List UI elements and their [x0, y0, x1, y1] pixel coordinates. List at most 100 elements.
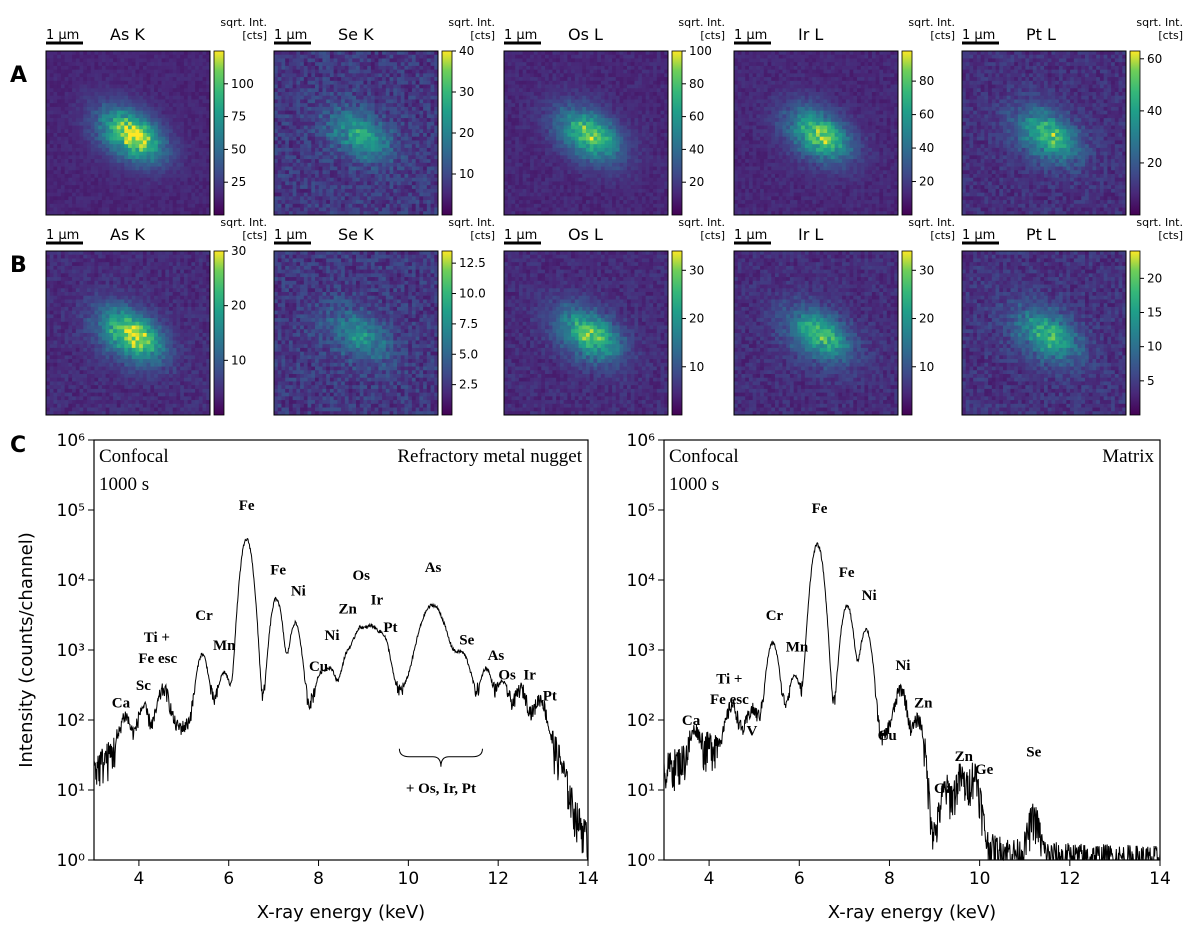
peak-label: Ga	[934, 781, 954, 797]
map-image	[46, 51, 210, 215]
colorbar-tick-label: 12.5	[459, 256, 486, 270]
peak-label: Sc	[136, 678, 151, 694]
x-tick-label: 14	[1149, 869, 1171, 889]
colorbar-unit: [cts]	[700, 229, 725, 242]
colorbar-title: sqrt. Int.	[908, 216, 955, 229]
map-image	[504, 251, 668, 415]
peak-label: As	[425, 560, 442, 576]
panel-label-b: B	[10, 253, 27, 278]
peak-label: Cr	[195, 608, 213, 624]
colorbar-tick-label: 5.0	[459, 347, 478, 361]
colorbar-tick-label: 15	[1147, 306, 1162, 320]
colorbar-tick-label: 20	[1147, 156, 1162, 170]
peak-label: Ni	[291, 584, 306, 600]
scale-bar-label: 1 µm	[734, 228, 767, 243]
x-tick-label: 8	[313, 869, 324, 889]
colorbar-unit: [cts]	[242, 229, 267, 242]
peak-label: Mn	[213, 638, 236, 654]
colorbar-title: sqrt. Int.	[908, 16, 955, 29]
colorbar-unit: [cts]	[930, 29, 955, 42]
x-tick-label: 14	[577, 869, 599, 889]
peak-label: Fe	[812, 501, 828, 517]
y-tick-label: 10⁶	[627, 431, 656, 451]
x-axis-label: X-ray energy (keV)	[257, 902, 425, 923]
spectrum-line	[94, 539, 588, 860]
map-image	[504, 51, 668, 215]
colorbar-tick-label: 60	[919, 108, 934, 122]
panel-label-c: C	[10, 433, 26, 458]
x-tick-label: 12	[487, 869, 509, 889]
y-tick-label: 10³	[57, 641, 85, 661]
peak-label: Cr	[766, 608, 784, 624]
peak-label: Fe	[270, 562, 286, 578]
colorbar-tick-label: 100	[689, 44, 712, 58]
peak-label: Pt	[383, 620, 397, 636]
colorbar-tick-label: 80	[919, 74, 934, 88]
colorbar-tick-label: 10	[689, 360, 704, 374]
time-label: 1000 s	[669, 474, 719, 495]
map-element-title: Se K	[338, 25, 374, 44]
map-element-title: Ir L	[798, 25, 823, 44]
colorbar-tick-label: 10	[459, 167, 474, 181]
peak-label: V	[747, 724, 758, 740]
map-element-title: Pt L	[1026, 25, 1056, 44]
peak-label: Mn	[786, 640, 809, 656]
colorbar-unit: [cts]	[470, 29, 495, 42]
peak-label: Ca	[112, 696, 131, 712]
y-tick-label: 10⁰	[57, 851, 86, 871]
map-image	[734, 251, 898, 415]
y-tick-label: 10³	[627, 641, 655, 661]
peak-label: Fe esc	[710, 692, 749, 708]
peak-label: Fe	[239, 498, 255, 514]
x-tick-label: 4	[704, 869, 715, 889]
colorbar-title: sqrt. Int.	[220, 16, 267, 29]
scale-bar-label: 1 µm	[504, 228, 537, 243]
colorbar-tick-label: 50	[231, 142, 246, 156]
scale-bar-label: 1 µm	[504, 28, 537, 43]
colorbar-title: sqrt. Int.	[1136, 16, 1183, 29]
colorbar-tick-label: 30	[919, 263, 934, 277]
peak-label: Se	[1026, 745, 1041, 761]
peak-label: Ir	[523, 667, 536, 683]
map-element-title: Pt L	[1026, 225, 1056, 244]
colorbar-unit: [cts]	[930, 229, 955, 242]
y-axis-label: Intensity (counts/channel)	[16, 532, 37, 768]
peak-label: Fe esc	[138, 651, 177, 667]
colorbar-tick-label: 25	[231, 175, 246, 189]
scale-bar-label: 1 µm	[734, 28, 767, 43]
bracket-label: + Os, Ir, Pt	[406, 781, 476, 797]
colorbar-tick-label: 2.5	[459, 378, 478, 392]
peak-label: As	[488, 648, 505, 664]
y-tick-label: 10⁵	[627, 501, 655, 521]
panel-label-a: A	[10, 63, 27, 88]
x-tick-label: 4	[133, 869, 144, 889]
map-element-title: Ir L	[798, 225, 823, 244]
scale-bar-label: 1 µm	[962, 28, 995, 43]
peak-label: Ti +	[144, 630, 170, 646]
peak-label: Cu	[309, 659, 328, 675]
peak-label: Cu	[878, 728, 897, 744]
peak-label: Ir	[371, 592, 384, 608]
colorbar-title: sqrt. Int.	[220, 216, 267, 229]
colorbar-title: sqrt. Int.	[678, 216, 725, 229]
scale-bar-label: 1 µm	[274, 228, 307, 243]
colorbar-tick-label: 10	[1147, 340, 1162, 354]
colorbar-tick-label: 40	[689, 142, 704, 156]
y-tick-label: 10⁵	[57, 501, 85, 521]
map-image	[46, 251, 210, 415]
y-tick-label: 10¹	[627, 781, 655, 801]
colorbar-tick-label: 20	[919, 312, 934, 326]
